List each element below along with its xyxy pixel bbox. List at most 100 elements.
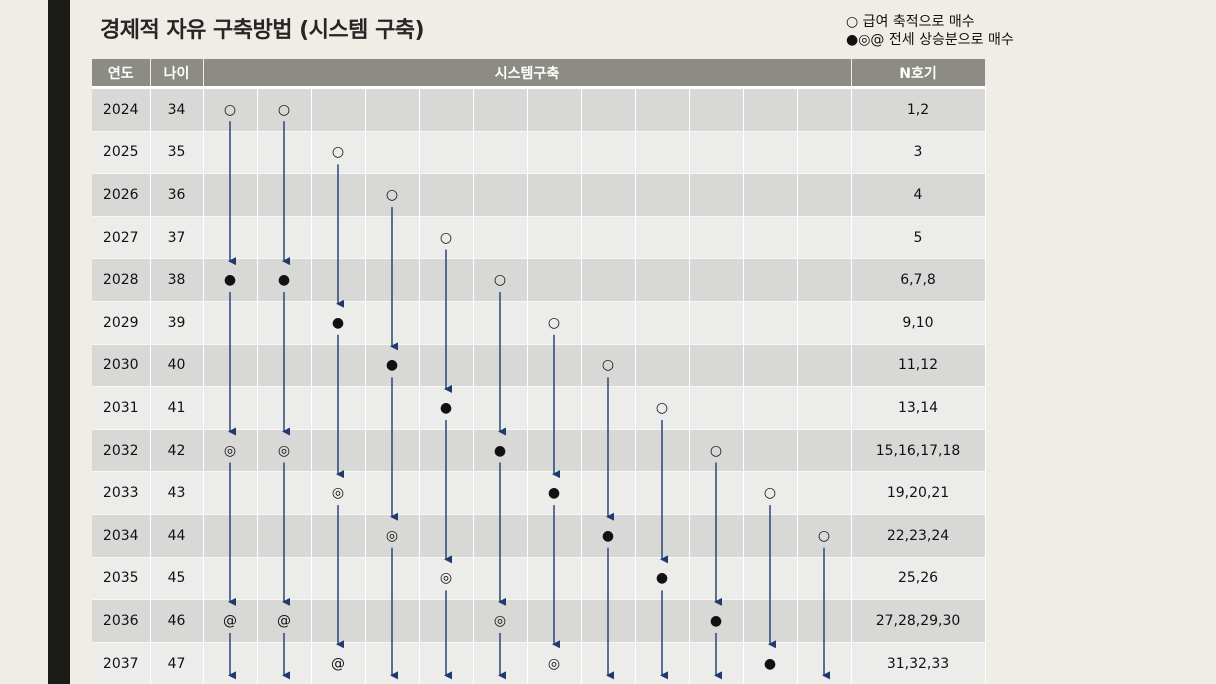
- system-cell: [257, 471, 312, 515]
- system-cell: [473, 386, 528, 430]
- age-cell: 41: [150, 386, 204, 430]
- system-cell: [203, 641, 258, 684]
- system-cell: ○: [689, 428, 744, 472]
- year-cell: 2036: [92, 599, 151, 643]
- system-cell: [743, 300, 798, 345]
- year-cell: 2037: [92, 641, 151, 684]
- header-age: 나이: [150, 59, 204, 88]
- system-cell: [527, 86, 582, 132]
- system-cell: [689, 343, 744, 387]
- system-cell: ●: [257, 258, 312, 302]
- system-cell: ○: [419, 215, 474, 259]
- system-cell: ◎: [473, 599, 528, 643]
- header-row: 연도 나이 시스템구축 N호기: [92, 59, 986, 88]
- system-cell: [581, 215, 636, 259]
- system-cell: [743, 258, 798, 302]
- table-row: 2028 38 ● ● ○ 6,7,8: [92, 258, 986, 302]
- system-cell: [311, 386, 366, 430]
- system-cell: [311, 215, 366, 259]
- table-row: 2024 34 ○ ○ 1,2: [92, 86, 986, 132]
- system-cell: [473, 343, 528, 387]
- table-row: 2036 46 @ @ ◎ ● 27,28,29,30: [92, 599, 986, 643]
- system-cell: [527, 215, 582, 259]
- system-cell: [257, 130, 312, 174]
- system-cell: [365, 215, 420, 259]
- system-cell: [797, 173, 852, 217]
- system-cell: [473, 86, 528, 132]
- system-cell: [527, 428, 582, 472]
- table-row: 2033 43 ◎ ● ○ 19,20,21: [92, 471, 986, 515]
- system-cell: ○: [365, 173, 420, 217]
- n-cell: 3: [851, 130, 986, 174]
- system-cell: [527, 258, 582, 302]
- system-cell: [635, 513, 690, 558]
- system-cell: [581, 173, 636, 217]
- system-cell: [203, 471, 258, 515]
- system-cell: [311, 343, 366, 387]
- system-cell: [527, 173, 582, 217]
- age-cell: 44: [150, 513, 204, 558]
- system-cell: [527, 386, 582, 430]
- system-cell: ●: [473, 428, 528, 472]
- system-cell: [581, 386, 636, 430]
- n-cell: 4: [851, 173, 986, 217]
- system-cell: [743, 513, 798, 558]
- system-cell: [689, 86, 744, 132]
- n-cell: 27,28,29,30: [851, 599, 986, 643]
- system-cell: [365, 599, 420, 643]
- system-cell: [419, 173, 474, 217]
- system-cell: [581, 471, 636, 515]
- system-cell: ◎: [365, 513, 420, 558]
- system-cell: [365, 471, 420, 515]
- age-cell: 39: [150, 300, 204, 345]
- system-cell: [473, 215, 528, 259]
- system-cell: [365, 556, 420, 600]
- table-row: 2026 36 ○ 4: [92, 173, 986, 217]
- system-cell: [419, 428, 474, 472]
- system-cell: [473, 556, 528, 600]
- system-cell: [635, 599, 690, 643]
- table-row: 2029 39 ● ○ 9,10: [92, 300, 986, 345]
- system-cell: [419, 130, 474, 174]
- age-cell: 45: [150, 556, 204, 600]
- table-row: 2025 35 ○ 3: [92, 130, 986, 174]
- system-cell: [527, 343, 582, 387]
- system-cell: [419, 300, 474, 345]
- system-cell: [365, 386, 420, 430]
- system-cell: ●: [689, 599, 744, 643]
- age-cell: 36: [150, 173, 204, 217]
- system-cell: ●: [203, 258, 258, 302]
- system-cell: [473, 641, 528, 684]
- system-cell: [797, 556, 852, 600]
- system-cell: ●: [419, 386, 474, 430]
- year-cell: 2029: [92, 300, 151, 345]
- system-cell: ●: [311, 300, 366, 345]
- system-cell: ◎: [257, 428, 312, 472]
- page-title: 경제적 자유 구축방법 (시스템 구축): [100, 18, 425, 43]
- system-cell: ◎: [419, 556, 474, 600]
- system-cell: [365, 641, 420, 684]
- system-cell: [365, 258, 420, 302]
- system-cell: [743, 386, 798, 430]
- system-cell: [311, 513, 366, 558]
- system-cell: [365, 86, 420, 132]
- system-cell: ◎: [311, 471, 366, 515]
- header-n: N호기: [851, 59, 986, 88]
- age-cell: 34: [150, 86, 204, 132]
- age-cell: 47: [150, 641, 204, 684]
- system-cell: [419, 599, 474, 643]
- year-cell: 2028: [92, 258, 151, 302]
- system-cell: [797, 428, 852, 472]
- system-cell: ○: [527, 300, 582, 345]
- system-cell: @: [311, 641, 366, 684]
- system-cell: [743, 173, 798, 217]
- system-cell: [581, 599, 636, 643]
- system-cell: [311, 428, 366, 472]
- system-cell: ●: [365, 343, 420, 387]
- system-cell: [797, 641, 852, 684]
- system-cell: [257, 386, 312, 430]
- system-cell: [635, 86, 690, 132]
- system-cell: [797, 215, 852, 259]
- system-cell: ◎: [203, 428, 258, 472]
- n-cell: 25,26: [851, 556, 986, 600]
